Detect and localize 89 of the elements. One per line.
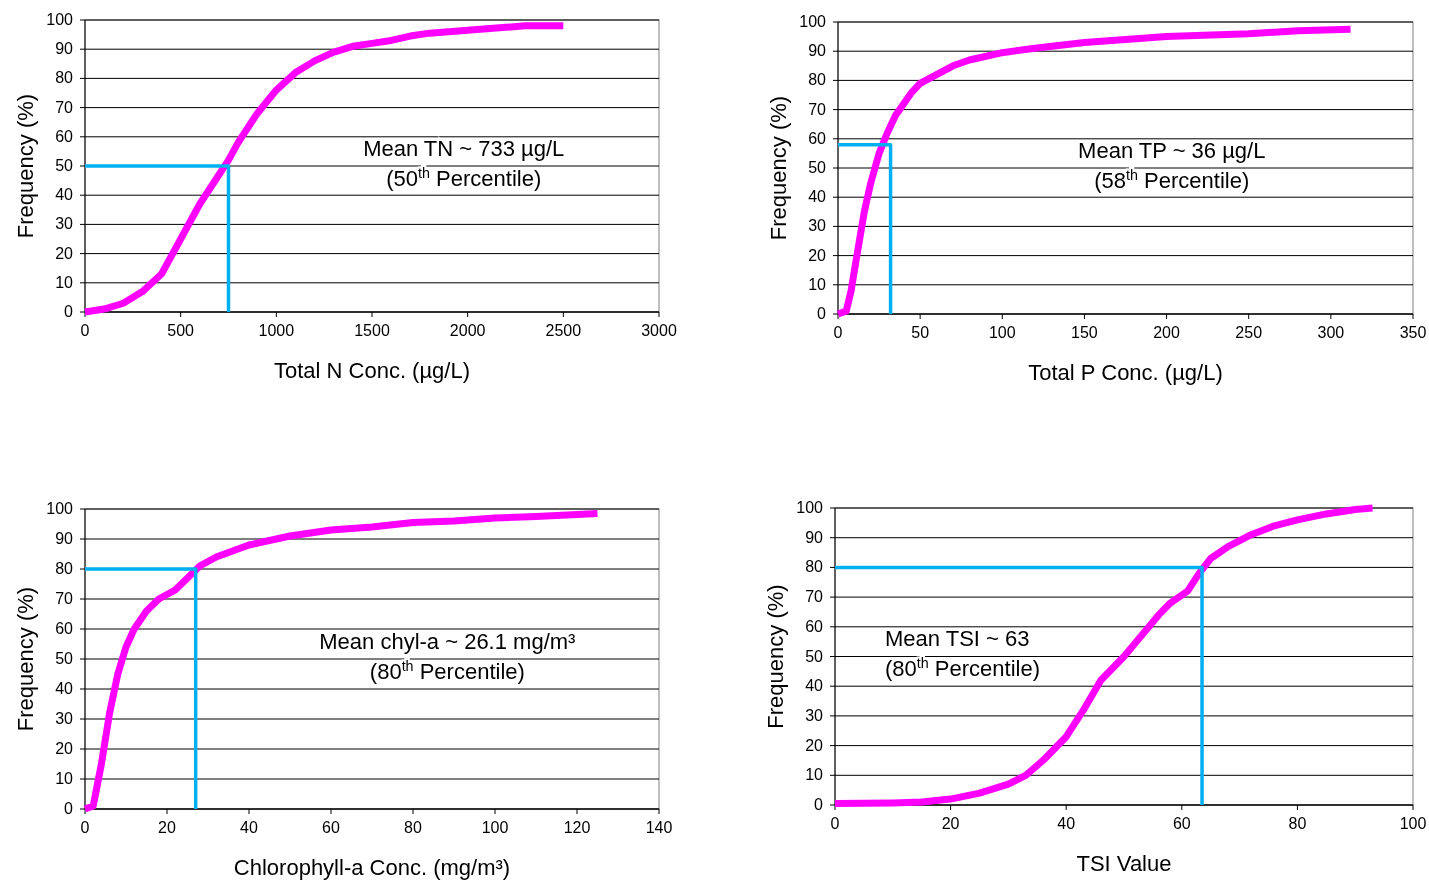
y-tick-label: 70 [55,98,74,116]
y-tick-label: 80 [808,71,827,89]
x-tick-label: 140 [645,819,673,836]
annotation: Mean TP ~ 36 µg/L [1078,137,1266,163]
x-tick-label: 40 [240,819,258,836]
y-tick-label: 20 [55,740,74,757]
x-tick-label: 20 [158,819,176,836]
y-tick-label: 40 [808,188,827,206]
y-tick-label: 40 [55,186,74,204]
y-tick-label: 30 [808,217,827,235]
y-tick-label: 60 [55,620,74,637]
x-tick-label: 100 [481,819,509,836]
x-tick-label: 60 [322,819,340,836]
x-tick-label: 3000 [641,322,677,339]
y-tick-label: 30 [805,706,824,724]
x-tick-label: 50 [911,324,930,341]
x-tick-label: 300 [1317,324,1345,341]
y-tick-label: 0 [64,800,74,817]
y-tick-label: 40 [55,680,74,697]
y-tick-label: 100 [796,499,824,516]
y-tick-label: 80 [55,560,74,577]
annotation: Mean TN ~ 733 µg/L [363,135,565,161]
x-tick-label: 100 [1399,815,1427,832]
x-tick-label: 40 [1057,815,1076,832]
x-tick-label: 0 [80,819,90,836]
annotation: (80$^{th}$ Percentile) [885,655,1041,682]
x-axis-title: TSI Value [1076,851,1172,876]
annotation: (58$^{th}$ Percentile) [1094,166,1250,193]
y-tick-label: 80 [55,69,74,87]
y-tick-label: 50 [808,159,827,176]
y-axis-title: Frequency (%) [13,93,38,239]
y-tick-label: 30 [55,215,74,233]
y-tick-label: 20 [808,246,827,264]
x-tick-label: 350 [1399,324,1427,341]
y-tick-label: 70 [808,100,827,118]
y-tick-label: 10 [55,770,74,787]
y-tick-label: 0 [817,305,827,322]
x-axis-title: Total N Conc. (µg/L) [273,358,471,383]
y-tick-label: 90 [808,42,827,60]
x-axis-title: Total P Conc. (µg/L) [1028,360,1223,385]
annotation: Mean TSI ~ 63 [885,626,1030,652]
y-tick-label: 40 [805,677,824,695]
y-tick-label: 60 [808,129,827,147]
x-tick-label: 200 [1153,324,1181,341]
y-tick-label: 0 [64,303,74,320]
y-tick-label: 100 [46,11,74,28]
x-tick-label: 2500 [545,322,582,339]
x-tick-label: 500 [167,322,195,339]
annotation: (80$^{th}$ Percentile) [369,657,525,684]
y-tick-label: 60 [805,617,824,635]
y-tick-label: 10 [808,275,827,293]
x-axis-title: Chlorophyll-a Conc. (mg/m³) [233,855,511,880]
y-axis-title: Frequency (%) [763,584,788,729]
y-axis-title: Frequency (%) [13,586,38,732]
y-tick-label: 50 [805,647,824,665]
y-tick-label: 100 [799,13,827,30]
y-tick-label: 80 [805,558,824,576]
x-tick-label: 20 [941,815,960,832]
annotation: Mean chyl-a ~ 26.1 mg/m³ [319,628,576,654]
x-tick-label: 120 [563,819,591,836]
y-tick-label: 20 [805,736,824,754]
y-tick-label: 50 [55,157,74,174]
y-tick-label: 70 [55,590,74,607]
x-tick-label: 0 [833,324,843,341]
y-tick-label: 60 [55,127,74,145]
y-tick-label: 30 [55,710,74,727]
y-tick-label: 100 [46,500,74,517]
y-tick-label: 20 [55,244,74,262]
annotation: (50$^{th}$ Percentile) [386,164,542,191]
x-tick-label: 150 [1071,324,1098,341]
y-tick-label: 90 [55,40,74,58]
y-tick-label: 50 [55,650,74,667]
x-tick-label: 1500 [354,322,390,339]
y-tick-label: 90 [55,530,74,547]
y-axis-title: Frequency (%) [766,95,791,241]
x-tick-label: 80 [1288,815,1307,832]
x-tick-label: 2000 [449,322,486,339]
x-tick-label: 60 [1172,815,1191,832]
y-tick-label: 0 [814,796,824,813]
x-tick-label: 0 [80,322,90,339]
x-tick-label: 80 [404,819,422,836]
y-tick-label: 90 [805,528,824,546]
y-tick-label: 10 [805,766,824,784]
x-tick-label: 1000 [258,322,295,339]
x-tick-label: 0 [830,815,840,832]
x-tick-label: 250 [1235,324,1263,341]
y-tick-label: 70 [805,588,824,606]
y-tick-label: 10 [55,273,74,291]
x-tick-label: 100 [988,324,1016,341]
